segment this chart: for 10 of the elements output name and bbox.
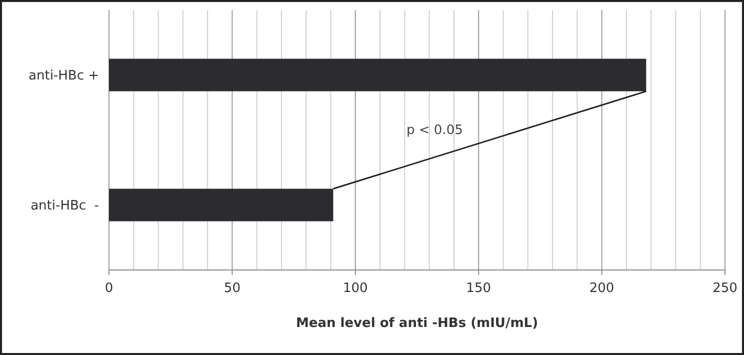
x-tick-label: 250 <box>712 281 738 296</box>
y-tick-label: anti-HBc + <box>28 68 99 84</box>
y-tick-label: anti-HBc - <box>30 198 100 214</box>
x-tick-label: 200 <box>589 281 614 296</box>
annotation: p < 0.05 <box>406 123 463 138</box>
x-tick-label: 150 <box>466 281 492 296</box>
x-tick-label: 0 <box>104 281 114 296</box>
x-tick-label: 50 <box>224 281 240 296</box>
x-tick-label: 100 <box>342 281 368 296</box>
x-axis-title: Mean level of anti -HBs (mIU/mL) <box>296 316 538 331</box>
